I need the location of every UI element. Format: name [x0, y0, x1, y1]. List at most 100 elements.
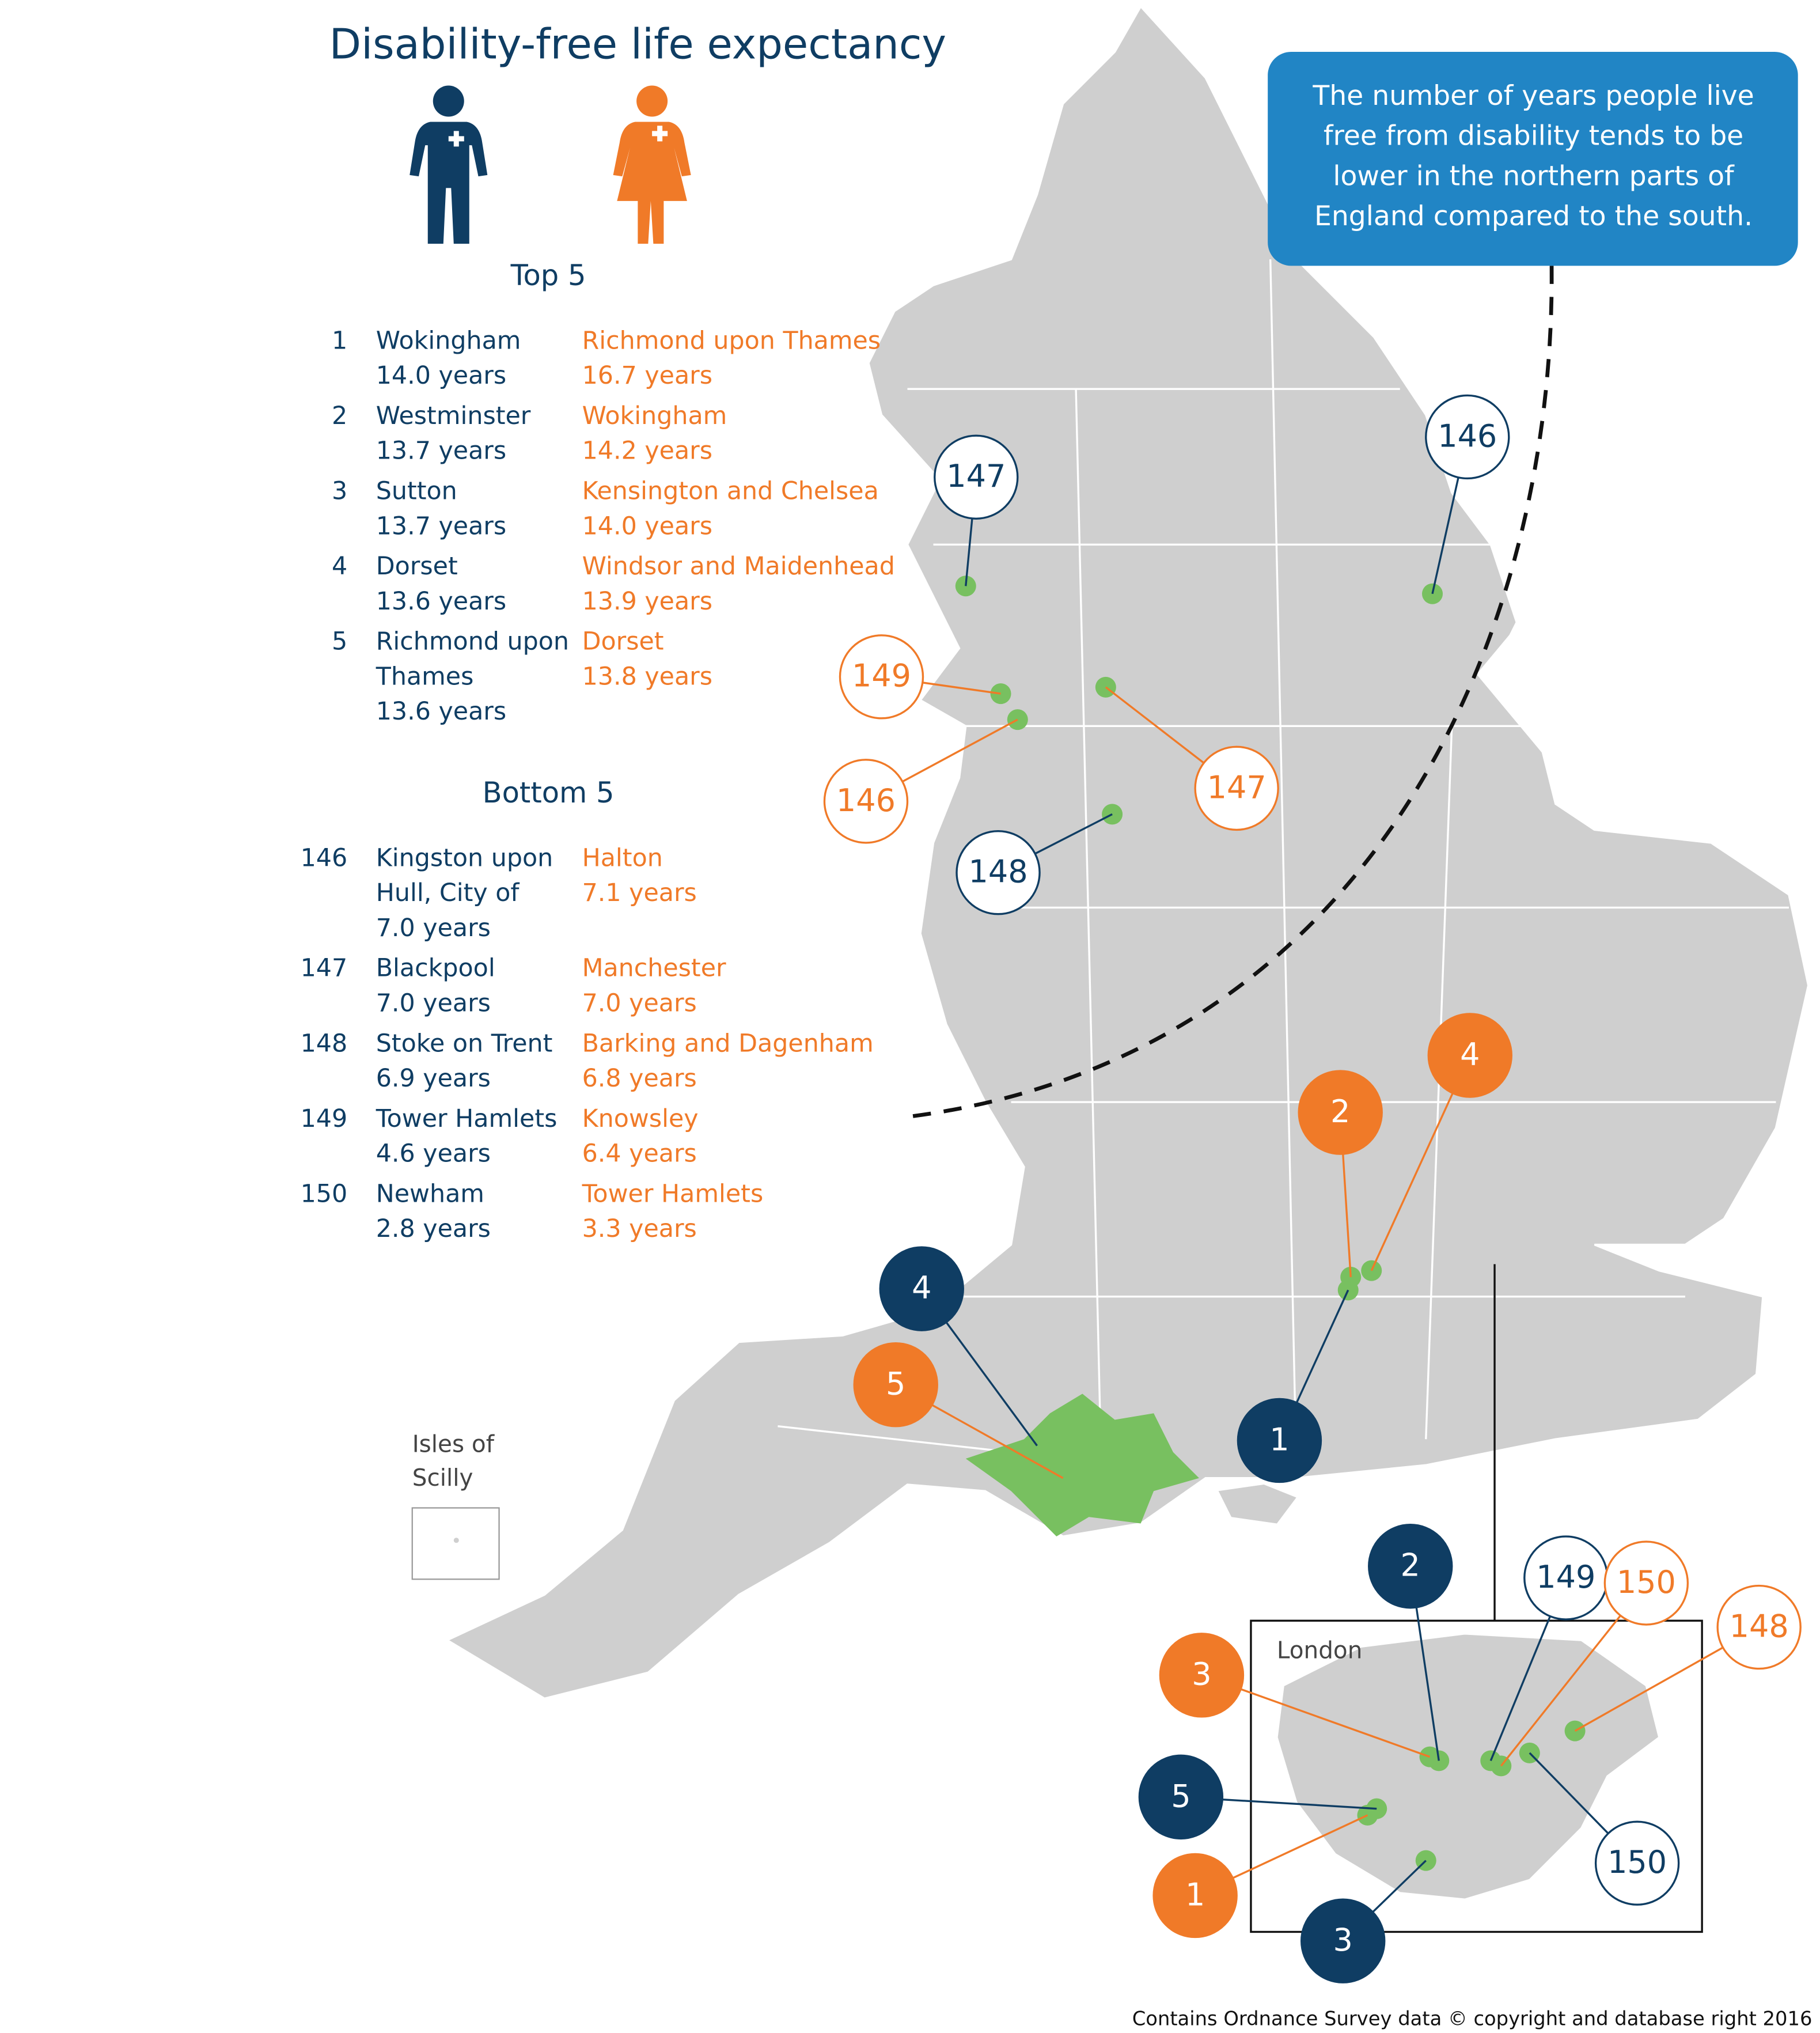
- female-entry: Richmond upon Thames: [582, 326, 881, 355]
- rank: 5: [332, 627, 347, 656]
- rank: 147: [301, 954, 348, 983]
- credit: Contains Ordnance Survey data © copyrigh…: [1132, 2007, 1813, 2030]
- marker-circle: [1594, 1820, 1680, 1906]
- rank: 3: [332, 476, 347, 505]
- female-entry: 13.9 years: [582, 587, 712, 616]
- bottom5-heading: Bottom 5: [483, 776, 615, 809]
- marker-circle: [1138, 1754, 1224, 1840]
- callout-line: free from disability tends to be: [1324, 120, 1743, 152]
- callout-box: [1268, 52, 1798, 266]
- female-entry: 14.0 years: [582, 512, 712, 540]
- marker-circle: [1425, 394, 1510, 480]
- marker-circle: [1368, 1524, 1453, 1609]
- dorset: [965, 1394, 1199, 1537]
- marker-circle: [853, 1342, 938, 1428]
- marker-circle: [1603, 1540, 1689, 1626]
- rank: 2: [332, 402, 347, 430]
- male-icon: [410, 85, 488, 244]
- callout-text: The number of years people live free from…: [1312, 80, 1754, 232]
- male-entry: 13.6 years: [376, 587, 506, 616]
- marker-label: 150: [1607, 1844, 1667, 1880]
- marker-label: 150: [1617, 1564, 1676, 1600]
- marker-label: 149: [852, 658, 911, 694]
- marker-label: 147: [1207, 769, 1267, 805]
- female-entry: Barking and Dagenham: [582, 1029, 874, 1058]
- callout-line: England compared to the south.: [1314, 200, 1753, 232]
- marker-label: 146: [1438, 418, 1497, 454]
- marker-label: 4: [1460, 1036, 1480, 1073]
- male-entry: Westminster: [376, 402, 531, 430]
- london-label: London: [1277, 1637, 1362, 1664]
- marker-label: 3: [1333, 1922, 1353, 1958]
- male-entry: Richmond upon: [376, 627, 569, 656]
- rank: 4: [332, 552, 347, 581]
- marker-label: 147: [946, 458, 1006, 494]
- callout-line: The number of years people live: [1312, 80, 1754, 112]
- female-entry: Windsor and Maidenhead: [582, 552, 895, 581]
- male-entry: Wokingham: [376, 326, 521, 355]
- marker-label: 2: [1330, 1093, 1350, 1130]
- london-map: [1276, 1633, 1660, 1901]
- marker-label: 5: [886, 1366, 905, 1402]
- male-entry: Sutton: [376, 476, 457, 505]
- marker-circle: [1300, 1898, 1386, 1983]
- marker-label: 1: [1185, 1876, 1205, 1913]
- female-entry: Wokingham: [582, 402, 727, 430]
- marker-circle: [1237, 1398, 1322, 1483]
- isle-of-wight: [1218, 1484, 1296, 1524]
- isles-label: Scilly: [412, 1464, 473, 1491]
- male-entry: Blackpool: [376, 954, 495, 983]
- female-entry: Dorset: [582, 627, 664, 656]
- rank-lists: 1 Wokingham 14.0 years Richmond upon Thames…: [301, 326, 895, 1243]
- female-entry: 16.7 years: [582, 361, 712, 390]
- female-entry: 13.8 years: [582, 662, 712, 691]
- rank: 1: [332, 326, 347, 355]
- marker-label: 5: [1171, 1778, 1190, 1814]
- marker-circle: [1427, 1013, 1512, 1098]
- male-entry: 6.9 years: [376, 1064, 491, 1093]
- marker-label: 3: [1192, 1656, 1211, 1693]
- male-entry: 13.6 years: [376, 697, 506, 726]
- marker-circle: [839, 634, 924, 720]
- title: Disability-free life expectancy: [329, 20, 946, 68]
- marker-label: 148: [969, 854, 1028, 890]
- male-entry: 7.0 years: [376, 989, 491, 1017]
- callout-line: lower in the northern parts of: [1333, 160, 1735, 192]
- female-entry: 6.8 years: [582, 1064, 697, 1093]
- scilly-box: [411, 1507, 500, 1580]
- male-entry: 2.8 years: [376, 1214, 491, 1243]
- marker-circle: [955, 830, 1041, 915]
- rank: 150: [301, 1179, 348, 1208]
- marker-circle: [823, 759, 909, 844]
- marker-label: 1: [1269, 1421, 1289, 1457]
- male-entry: Kingston upon: [376, 843, 553, 872]
- male-entry: Stoke on Trent: [376, 1029, 553, 1058]
- isles-label: Isles of: [412, 1430, 495, 1458]
- female-entry: 3.3 years: [582, 1214, 697, 1243]
- marker-circle: [879, 1246, 964, 1331]
- scilly-islands: [453, 1538, 459, 1543]
- marker-label: 149: [1536, 1559, 1595, 1595]
- marker-circle: [1298, 1070, 1383, 1155]
- male-entry: Dorset: [376, 552, 458, 581]
- male-entry: 4.6 years: [376, 1139, 491, 1168]
- marker-circle: [1152, 1853, 1238, 1939]
- male-entry: Thames: [376, 662, 474, 691]
- rank: 146: [301, 843, 348, 872]
- marker-label: 2: [1401, 1547, 1420, 1584]
- marker-circle: [1716, 1584, 1802, 1670]
- female-entry: Tower Hamlets: [582, 1179, 764, 1208]
- male-entry: Hull, City of: [376, 879, 520, 907]
- female-entry: 7.0 years: [582, 989, 697, 1017]
- female-icon: [613, 85, 691, 244]
- female-entry: Kensington and Chelsea: [582, 476, 879, 505]
- female-entry: Halton: [582, 843, 663, 872]
- female-entry: 14.2 years: [582, 437, 712, 465]
- male-entry: Newham: [376, 1179, 484, 1208]
- male-entry: 13.7 years: [376, 512, 506, 540]
- marker-circle: [934, 434, 1019, 520]
- female-entry: 7.1 years: [582, 879, 697, 907]
- north-south-divide: [900, 266, 1554, 1120]
